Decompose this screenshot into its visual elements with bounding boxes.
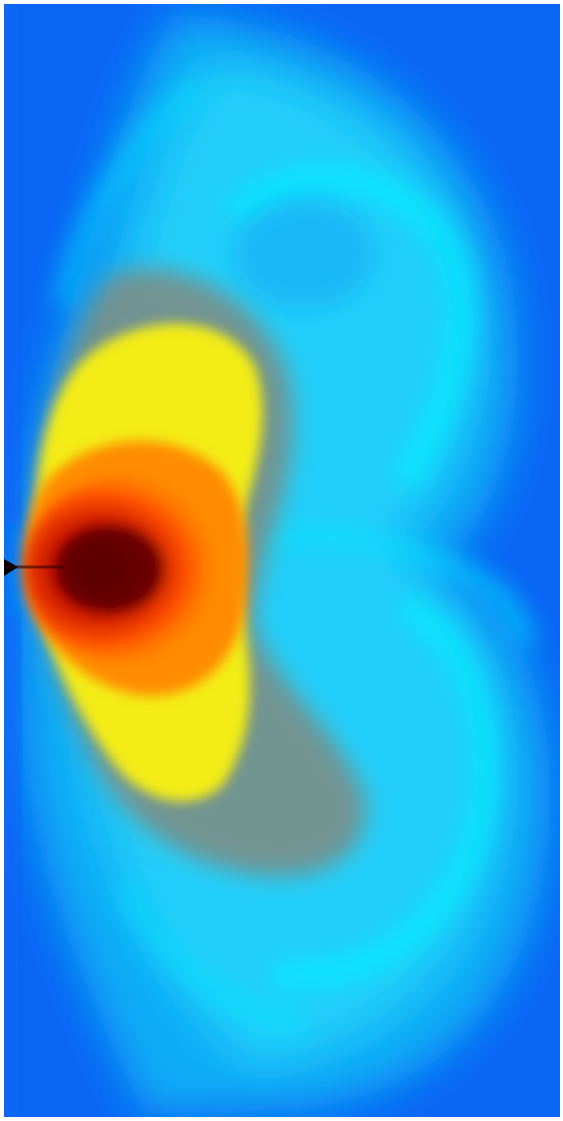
red-core bbox=[24, 474, 244, 664]
source-point bbox=[4, 559, 64, 576]
cyan-arcs bbox=[54, 75, 533, 1035]
upper-cavity bbox=[234, 199, 374, 309]
simulation-image-frame bbox=[4, 4, 560, 1117]
density-field-image bbox=[4, 4, 560, 1117]
left-edge-bands bbox=[4, 4, 18, 1117]
